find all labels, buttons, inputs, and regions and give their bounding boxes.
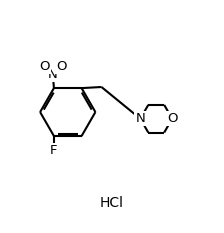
Text: N: N [48,68,58,81]
Text: O: O [39,60,50,73]
Text: O: O [56,60,67,73]
Text: HCl: HCl [100,196,124,210]
Text: F: F [50,144,58,157]
Text: O: O [167,112,177,125]
Text: N: N [136,112,145,125]
